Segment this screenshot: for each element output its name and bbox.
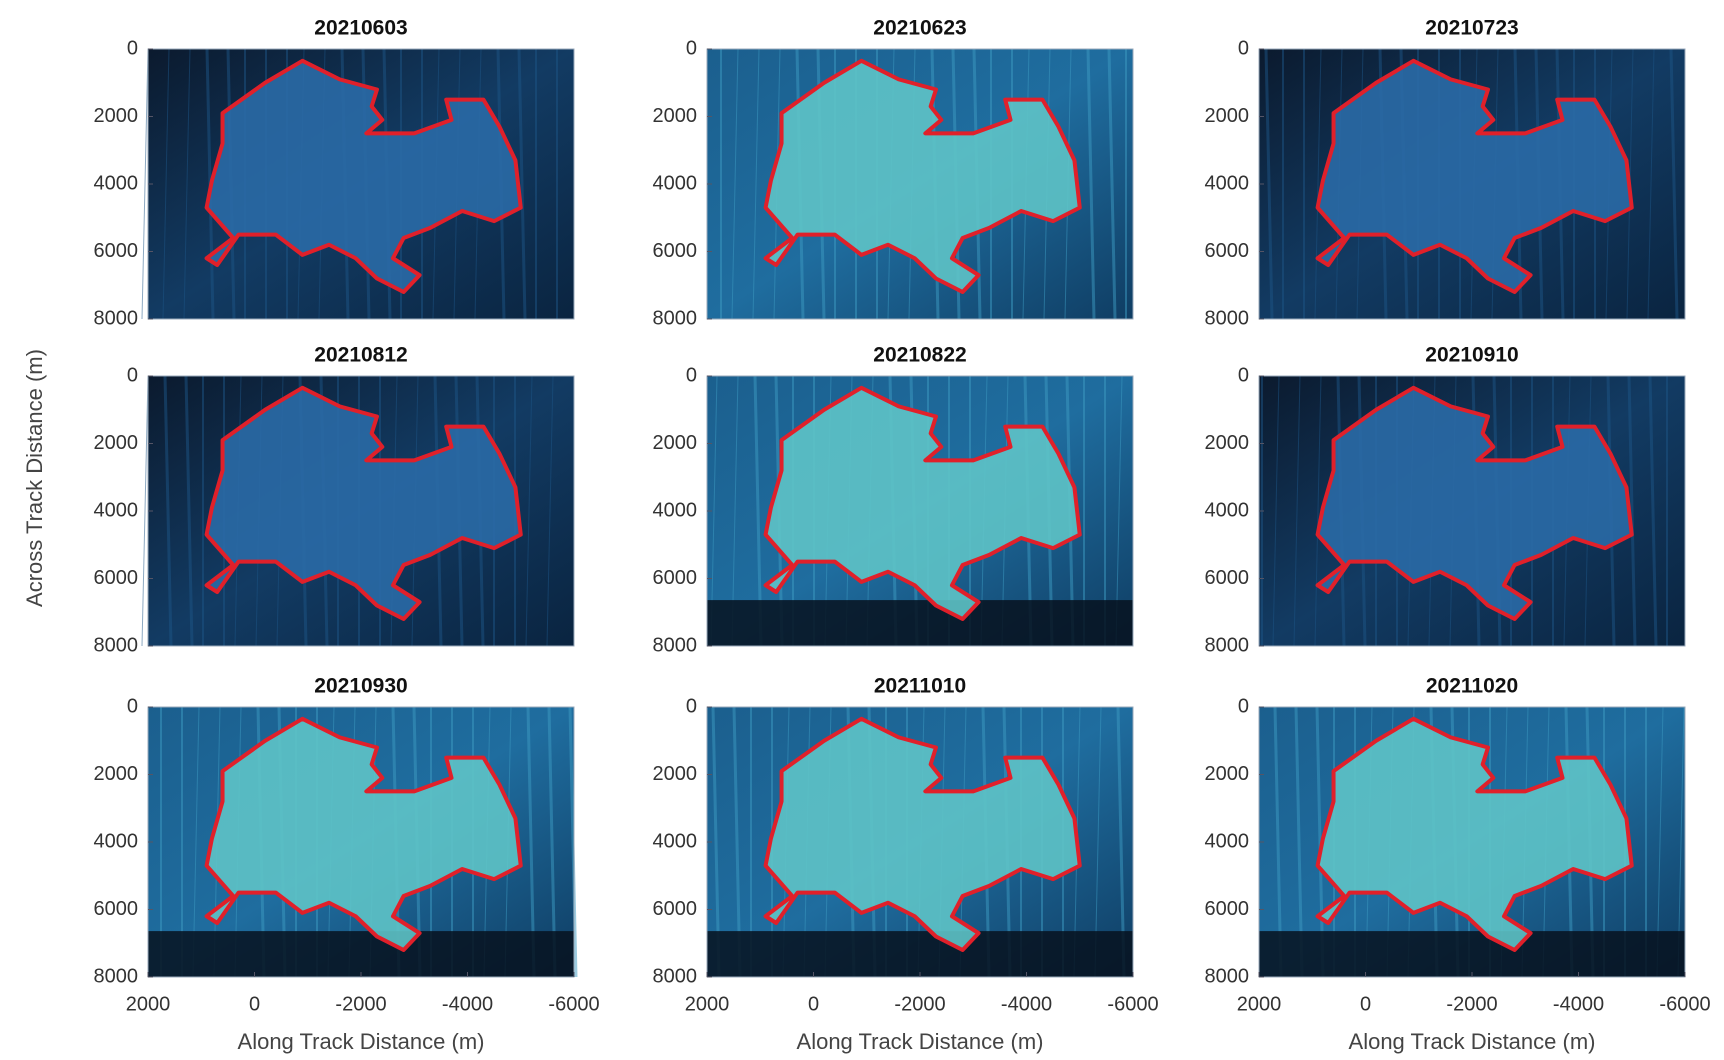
image-streak [142, 376, 148, 646]
x-axis-label: Along Track Distance (m) [238, 1029, 485, 1054]
y-tick-label: 2000 [94, 432, 139, 454]
page: {"ylabel": "Across Track Distance (m)", … [0, 0, 1724, 1060]
subplot: 20210910 0 2000 4000 6000 8000 [1205, 344, 1686, 657]
y-tick-label: 8000 [653, 965, 698, 987]
y-tick-label: 2000 [653, 105, 698, 127]
subplot: 20210623 0 2000 4000 6000 8000 [653, 17, 1134, 330]
x-tick-label: 0 [249, 993, 260, 1015]
y-tick-label: 4000 [653, 172, 698, 194]
x-axis-label: Along Track Distance (m) [797, 1029, 1044, 1054]
x-tick-label: -4000 [442, 993, 493, 1015]
y-tick-label: 4000 [653, 830, 698, 852]
y-tick-label: 8000 [1205, 965, 1250, 987]
y-tick-label: 0 [127, 695, 138, 717]
figure: Across Track Distance (m) 20210603 0 2000 4… [0, 0, 1724, 1060]
x-tick-label: -4000 [1001, 993, 1052, 1015]
y-tick-label: 6000 [94, 240, 139, 262]
y-tick-label: 8000 [94, 634, 139, 656]
y-tick-label: 6000 [653, 567, 698, 589]
x-tick-label: 2000 [685, 993, 730, 1015]
y-tick-label: 2000 [653, 432, 698, 454]
y-tick-label: 8000 [1205, 307, 1250, 329]
x-tick-label: -2000 [894, 993, 945, 1015]
x-axis-label: Along Track Distance (m) [1349, 1029, 1596, 1054]
subplot-title: 20210723 [1425, 17, 1518, 40]
y-tick-label: 2000 [1205, 105, 1250, 127]
y-tick-label: 4000 [94, 499, 139, 521]
image-shadow [1259, 931, 1685, 977]
y-tick-label: 2000 [94, 105, 139, 127]
x-tick-label: 2000 [126, 993, 171, 1015]
y-tick-label: 6000 [1205, 567, 1250, 589]
x-tick-label: -6000 [548, 993, 599, 1015]
subplot-title: 20210812 [314, 344, 407, 367]
subplot: 20210812 0 2000 4000 6000 8000 [94, 344, 575, 657]
y-tick-label: 6000 [1205, 898, 1250, 920]
image-shadow [148, 931, 574, 977]
subplot-title: 20210930 [314, 675, 407, 698]
y-tick-label: 4000 [1205, 830, 1250, 852]
y-tick-label: 4000 [1205, 172, 1250, 194]
y-tick-label: 2000 [1205, 763, 1250, 785]
y-tick-label: 0 [1238, 364, 1249, 386]
image-shadow [707, 600, 1133, 646]
subplot: 20210822 0 2000 4000 6000 8000 [653, 344, 1134, 657]
y-tick-label: 4000 [94, 172, 139, 194]
y-tick-label: 6000 [94, 898, 139, 920]
y-tick-label: 4000 [653, 499, 698, 521]
y-tick-label: 0 [1238, 37, 1249, 59]
x-tick-label: 0 [1360, 993, 1371, 1015]
y-tick-label: 8000 [1205, 634, 1250, 656]
x-tick-label: 2000 [1237, 993, 1282, 1015]
x-tick-label: -2000 [335, 993, 386, 1015]
y-tick-label: 8000 [94, 965, 139, 987]
x-tick-label: -2000 [1446, 993, 1497, 1015]
subplot: 20211010 0 2000 4000 6000 8000 2000 0 -2000 -4000… [653, 675, 1159, 1054]
subplot: 20211020 0 2000 4000 6000 8000 2000 0 -2000 -4000… [1205, 675, 1711, 1054]
image-streak [142, 49, 148, 319]
subplot: 20210723 0 2000 4000 6000 8000 [1205, 17, 1686, 330]
subplot-title: 20211010 [874, 675, 966, 698]
x-tick-label: -6000 [1107, 993, 1158, 1015]
subplot-title: 20211020 [1426, 675, 1518, 698]
y-tick-label: 8000 [653, 634, 698, 656]
subplot: 20210930 0 2000 4000 6000 8000 2000 0 -2000 -4000… [94, 675, 600, 1054]
y-tick-label: 6000 [653, 898, 698, 920]
y-tick-label: 4000 [94, 830, 139, 852]
subplot: 20210603 0 2000 4000 6000 8000 [94, 17, 575, 330]
y-tick-label: 8000 [653, 307, 698, 329]
y-axis-label: Across Track Distance (m) [22, 349, 47, 607]
x-tick-label: -4000 [1553, 993, 1604, 1015]
y-tick-label: 0 [686, 37, 697, 59]
x-tick-label: 0 [808, 993, 819, 1015]
y-tick-label: 6000 [653, 240, 698, 262]
subplot-title: 20210603 [314, 17, 407, 40]
y-tick-label: 8000 [94, 307, 139, 329]
y-tick-label: 0 [127, 364, 138, 386]
subplot-title: 20210822 [873, 344, 966, 367]
y-tick-label: 0 [686, 695, 697, 717]
y-tick-label: 2000 [1205, 432, 1250, 454]
y-tick-label: 0 [686, 364, 697, 386]
y-tick-label: 4000 [1205, 499, 1250, 521]
y-tick-label: 0 [127, 37, 138, 59]
y-tick-label: 0 [1238, 695, 1249, 717]
y-tick-label: 2000 [653, 763, 698, 785]
subplot-title: 20210623 [873, 17, 966, 40]
image-shadow [707, 931, 1133, 977]
y-tick-label: 2000 [94, 763, 139, 785]
x-tick-label: -6000 [1659, 993, 1710, 1015]
subplot-title: 20210910 [1425, 344, 1518, 367]
y-tick-label: 6000 [94, 567, 139, 589]
y-tick-label: 6000 [1205, 240, 1250, 262]
